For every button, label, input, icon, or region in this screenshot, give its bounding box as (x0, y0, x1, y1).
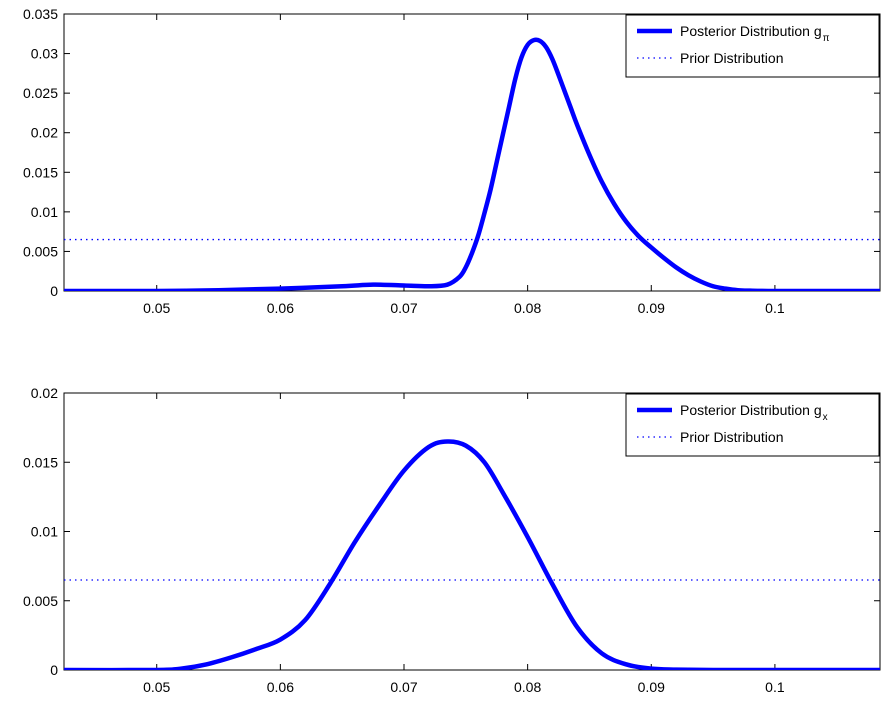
y-tick-label: 0.005 (23, 593, 58, 609)
legend-box (625, 393, 880, 457)
series-line-posterior (64, 439, 880, 670)
legend-label: Posterior Distribution g (680, 402, 822, 418)
y-tick-label: 0 (50, 283, 58, 299)
y-tick-label: 0.015 (23, 164, 58, 180)
x-tick-label: 0.08 (514, 679, 541, 695)
x-tick-label: 0.09 (638, 679, 665, 695)
x-tick-label: 0.07 (390, 300, 417, 316)
legend-label: Prior Distribution (680, 50, 783, 66)
y-tick-label: 0.015 (23, 454, 58, 470)
y-tick-label: 0.01 (31, 524, 58, 540)
legend-label-subscript: x (823, 412, 828, 423)
x-tick-label: 0.07 (390, 679, 417, 695)
legend-label: Posterior Distribution g (680, 23, 822, 39)
x-tick-label: 0.06 (267, 679, 294, 695)
y-tick-label: 0.03 (31, 46, 58, 62)
legend-label: Prior Distribution (680, 429, 783, 445)
y-tick-label: 0.035 (23, 6, 58, 22)
y-tick-label: 0.025 (23, 85, 58, 101)
y-tick-label: 0.01 (31, 204, 58, 220)
x-tick-label: 0.05 (143, 679, 170, 695)
chart-panel-top: 0.05 0.06 0.07 0.08 0.09 0.1 0 0.005 0.01 0.015 0.… (23, 6, 881, 316)
series-line-posterior (64, 37, 880, 291)
chart-panel-bottom: 0.05 0.06 0.07 0.08 0.09 0.1 0 0.005 0.01 0.015 0.… (23, 385, 881, 695)
x-tick-label: 0.09 (638, 300, 665, 316)
y-tick-label: 0.02 (31, 385, 58, 401)
y-tick-label: 0.005 (23, 243, 58, 259)
x-tick-label: 0.06 (267, 300, 294, 316)
x-tick-label: 0.1 (765, 300, 785, 316)
x-tick-label: 0.1 (765, 679, 785, 695)
axes-box (63, 13, 881, 292)
x-tick-label: 0.08 (514, 300, 541, 316)
y-tick-label: 0.02 (31, 125, 58, 141)
legend-label-subscript: π (823, 33, 830, 44)
x-tick-label: 0.05 (143, 300, 170, 316)
legend-box (625, 14, 880, 78)
y-tick-label: 0 (50, 662, 58, 678)
